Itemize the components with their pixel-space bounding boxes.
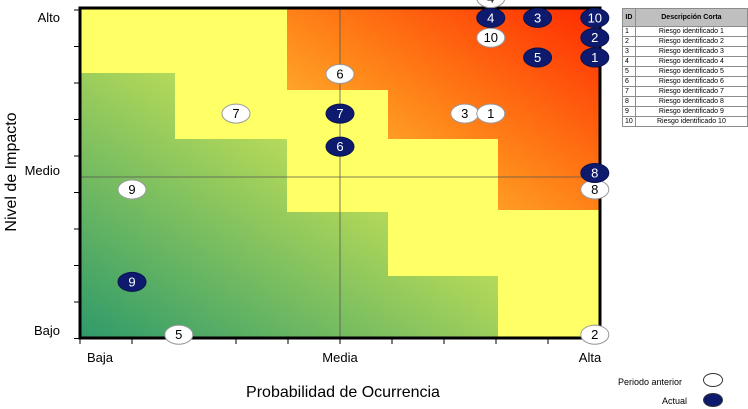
actual-risk-label-3: 3	[534, 10, 541, 25]
y-axis-title: Nivel de Impacto	[3, 112, 20, 231]
actual-risk-marker-9	[117, 271, 147, 292]
table-row: 3 Riesgo identificado 3	[622, 46, 748, 57]
risk-markers: 4 10 6 7 3 1 9 8 5 2 4 3 10 2 5 1 7 6 8 9	[117, 0, 610, 345]
table-row: 8 Riesgo identificado 8	[622, 96, 748, 107]
actual-risk-label-1: 1	[591, 50, 598, 65]
previous-risk-label-2: 2	[591, 327, 598, 342]
previous-risk-label-8: 8	[591, 182, 598, 197]
actual-risk-marker-4	[476, 7, 506, 28]
risk-id-cell: 1	[622, 26, 636, 37]
previous-risk-marker-10	[476, 27, 506, 48]
table-row: 6 Riesgo identificado 6	[622, 76, 748, 87]
previous-risk-label-9: 9	[128, 182, 135, 197]
actual-risk-marker-7	[325, 103, 355, 124]
previous-risk-label-5: 5	[175, 327, 182, 342]
actual-risk-marker-6	[325, 136, 355, 157]
table-row: 9 Riesgo identificado 9	[622, 106, 748, 117]
previous-risk-marker-9	[117, 179, 147, 200]
risk-description-cell: Riesgo identificado 6	[634, 76, 748, 87]
risk-id-cell: 3	[622, 46, 636, 57]
table-row: 2 Riesgo identificado 2	[622, 36, 748, 47]
zone-high	[287, 8, 600, 210]
actual-risk-label-9: 9	[128, 274, 135, 289]
risk-description-cell: Riesgo identificado 7	[634, 86, 748, 97]
risk-id-cell: 7	[622, 86, 636, 97]
previous-risk-marker-4	[476, 0, 506, 9]
previous-risk-marker-6	[325, 64, 355, 84]
key-label-previous: Periodo anterior	[618, 377, 683, 387]
risk-id-cell: 9	[622, 106, 636, 117]
risk-description-cell: Riesgo identificado 2	[634, 36, 748, 47]
x-axis-title: Probabilidad de Ocurrencia	[246, 384, 440, 401]
y-axis-ticks	[74, 9, 80, 339]
actual-risk-label-5: 5	[534, 50, 541, 65]
previous-risk-marker-1	[476, 103, 506, 124]
risk-description-cell: Riesgo identificado 9	[634, 106, 748, 117]
risk-description-table: ID Descripción Corta 1 Riesgo identificad…	[622, 8, 748, 127]
previous-risk-label-7: 7	[232, 106, 239, 121]
x-tick-label-low: Baja	[87, 350, 114, 365]
zone-low	[80, 73, 498, 338]
table-row: 1 Riesgo identificado 1	[622, 26, 748, 37]
previous-risk-label-6: 6	[336, 67, 343, 82]
risk-id-cell: 4	[622, 56, 636, 67]
actual-risk-label-8: 8	[591, 166, 598, 181]
risk-description-cell: Riesgo identificado 10	[634, 116, 748, 127]
table-header-id: ID	[622, 8, 636, 27]
actual-risk-marker-10	[580, 7, 610, 28]
y-tick-label-high: Alto	[38, 10, 60, 25]
actual-risk-marker-3	[523, 7, 553, 28]
risk-id-cell: 6	[622, 76, 636, 87]
table-row: 4 Riesgo identificado 4	[622, 56, 748, 67]
previous-risk-marker-5	[164, 324, 194, 345]
key-label-actual: Actual	[662, 396, 688, 406]
previous-risk-label-3: 3	[461, 106, 468, 121]
actual-risk-marker-2	[580, 27, 610, 48]
table-row: 10 Riesgo identificado 10	[622, 116, 748, 127]
risk-description-cell: Riesgo identificado 8	[634, 96, 748, 107]
risk-id-cell: 10	[622, 116, 636, 127]
previous-risk-label-4: 4	[487, 0, 494, 6]
previous-risk-marker-2	[580, 324, 610, 345]
actual-risk-label-7: 7	[336, 106, 343, 121]
y-tick-label-low: Bajo	[34, 323, 60, 338]
table-row: 7 Riesgo identificado 7	[622, 86, 748, 97]
actual-risk-marker-8	[580, 163, 610, 183]
table-row: 5 Riesgo identificado 5	[622, 66, 748, 77]
risk-id-cell: 2	[622, 36, 636, 47]
risk-description-cell: Riesgo identificado 5	[634, 66, 748, 77]
key-marker-previous	[703, 373, 723, 387]
risk-id-cell: 5	[622, 66, 636, 77]
previous-risk-label-10: 10	[484, 30, 498, 45]
risk-description-cell: Riesgo identificado 3	[634, 46, 748, 57]
actual-risk-marker-5	[523, 47, 553, 68]
previous-risk-marker-7	[221, 103, 251, 124]
key-marker-actual	[703, 393, 723, 407]
actual-risk-label-6: 6	[336, 139, 343, 154]
x-tick-label-mid: Media	[322, 350, 358, 365]
y-tick-label-mid: Medio	[25, 163, 60, 178]
x-tick-label-high: Alta	[579, 350, 602, 365]
risk-description-cell: Riesgo identificado 1	[634, 26, 748, 37]
actual-risk-label-4: 4	[487, 10, 494, 25]
risk-id-cell: 8	[622, 96, 636, 107]
actual-risk-label-2: 2	[591, 30, 598, 45]
risk-description-cell: Riesgo identificado 4	[634, 56, 748, 67]
actual-risk-label-10: 10	[588, 10, 602, 25]
table-header-description: Descripción Corta	[634, 8, 748, 27]
previous-risk-label-1: 1	[487, 106, 494, 121]
actual-risk-marker-1	[580, 47, 610, 68]
